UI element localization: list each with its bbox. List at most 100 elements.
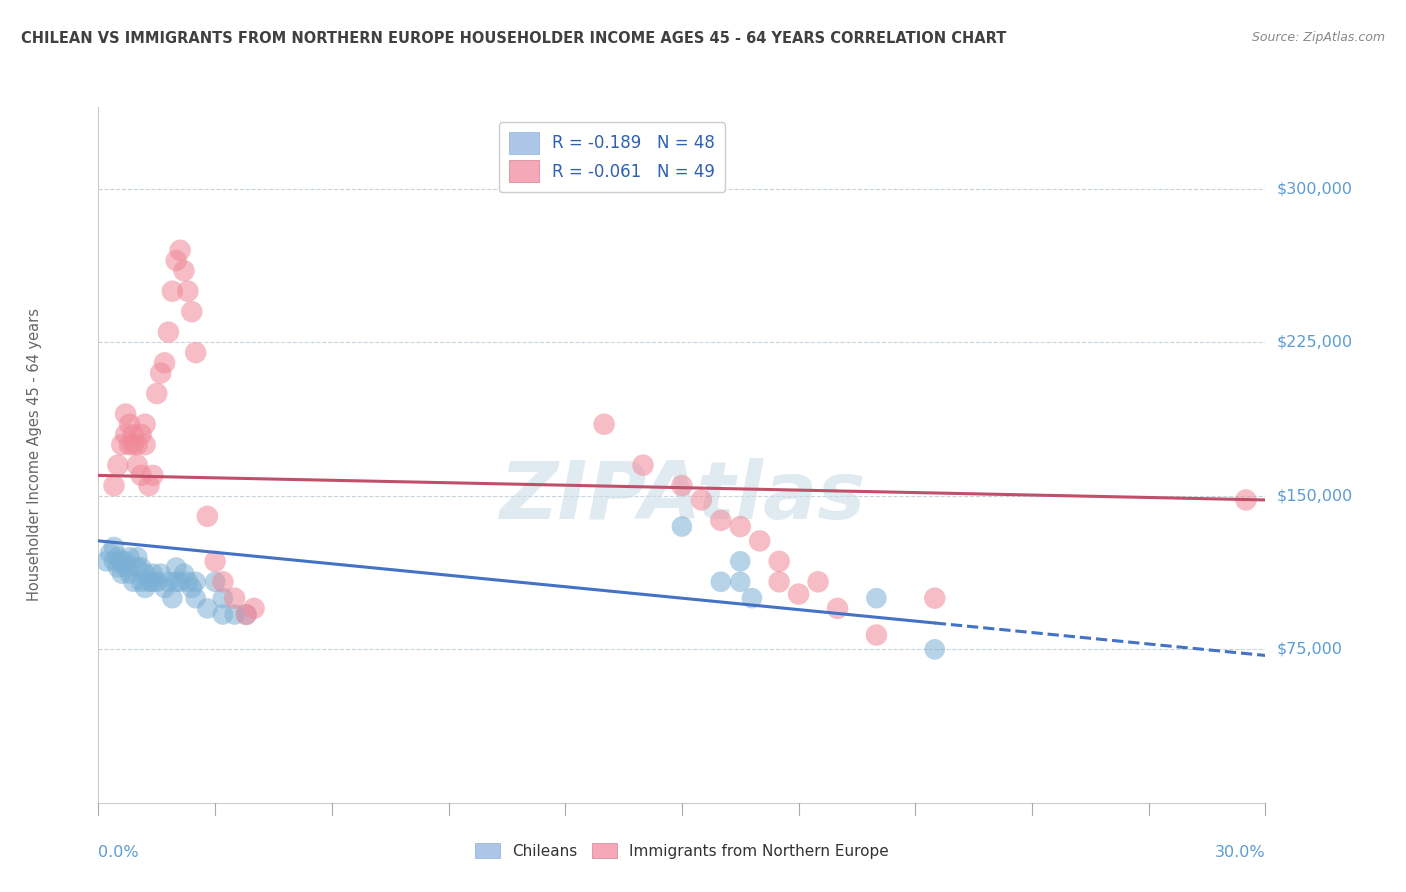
Text: CHILEAN VS IMMIGRANTS FROM NORTHERN EUROPE HOUSEHOLDER INCOME AGES 45 - 64 YEARS: CHILEAN VS IMMIGRANTS FROM NORTHERN EURO… xyxy=(21,31,1007,46)
Point xyxy=(730,519,752,533)
Point xyxy=(730,574,752,589)
Point xyxy=(146,574,169,589)
Legend: Chileans, Immigrants from Northern Europe: Chileans, Immigrants from Northern Europ… xyxy=(470,837,894,864)
Point xyxy=(807,574,830,589)
Point xyxy=(103,478,125,492)
Point xyxy=(165,560,187,574)
Point xyxy=(671,519,693,533)
Point xyxy=(865,628,887,642)
Point xyxy=(114,560,136,574)
Point xyxy=(224,607,246,622)
Point xyxy=(157,574,180,589)
Point xyxy=(142,468,165,483)
Point xyxy=(710,574,733,589)
Point xyxy=(180,304,202,318)
Text: $225,000: $225,000 xyxy=(1277,334,1353,350)
Point xyxy=(212,591,235,606)
Point xyxy=(671,478,693,492)
Point xyxy=(924,591,946,606)
Point xyxy=(153,356,176,370)
Point xyxy=(924,642,946,657)
Text: Householder Income Ages 45 - 64 years: Householder Income Ages 45 - 64 years xyxy=(27,309,42,601)
Point xyxy=(730,554,752,568)
Point xyxy=(165,253,187,268)
Point xyxy=(129,468,152,483)
Point xyxy=(122,574,145,589)
Point xyxy=(153,581,176,595)
Point xyxy=(107,550,129,565)
Text: 30.0%: 30.0% xyxy=(1215,845,1265,860)
Point xyxy=(224,591,246,606)
Point xyxy=(180,581,202,595)
Point xyxy=(177,284,200,298)
Text: $300,000: $300,000 xyxy=(1277,181,1353,196)
Point xyxy=(98,546,121,560)
Point xyxy=(114,554,136,568)
Point xyxy=(129,560,152,574)
Point xyxy=(107,458,129,472)
Text: $75,000: $75,000 xyxy=(1277,642,1343,657)
Point xyxy=(827,601,849,615)
Point xyxy=(118,438,141,452)
Point xyxy=(173,264,195,278)
Point xyxy=(138,478,160,492)
Point xyxy=(162,284,184,298)
Point xyxy=(127,438,149,452)
Point xyxy=(129,574,152,589)
Point xyxy=(177,574,200,589)
Point xyxy=(195,601,218,615)
Point xyxy=(134,581,156,595)
Point xyxy=(212,607,235,622)
Point xyxy=(118,550,141,565)
Point xyxy=(118,417,141,432)
Point xyxy=(768,574,790,589)
Point xyxy=(169,244,191,258)
Point xyxy=(768,554,790,568)
Point xyxy=(114,427,136,442)
Point xyxy=(787,587,810,601)
Point xyxy=(243,601,266,615)
Point xyxy=(169,574,191,589)
Point xyxy=(173,566,195,581)
Point xyxy=(96,554,118,568)
Point xyxy=(111,566,134,581)
Point xyxy=(741,591,763,606)
Point xyxy=(103,554,125,568)
Point xyxy=(149,366,172,380)
Point xyxy=(149,566,172,581)
Point xyxy=(162,591,184,606)
Point xyxy=(134,417,156,432)
Text: Source: ZipAtlas.com: Source: ZipAtlas.com xyxy=(1251,31,1385,45)
Point xyxy=(114,407,136,421)
Point xyxy=(142,566,165,581)
Point xyxy=(195,509,218,524)
Point xyxy=(127,560,149,574)
Point xyxy=(103,540,125,554)
Point xyxy=(146,386,169,401)
Point xyxy=(129,427,152,442)
Point xyxy=(118,566,141,581)
Text: 0.0%: 0.0% xyxy=(98,845,139,860)
Text: ZIPAtlas: ZIPAtlas xyxy=(499,458,865,536)
Point xyxy=(184,574,207,589)
Point xyxy=(204,554,226,568)
Point xyxy=(138,574,160,589)
Point xyxy=(122,438,145,452)
Point xyxy=(122,427,145,442)
Point xyxy=(690,492,713,507)
Point xyxy=(127,458,149,472)
Point xyxy=(1234,492,1257,507)
Point xyxy=(107,560,129,574)
Point xyxy=(142,574,165,589)
Point xyxy=(235,607,257,622)
Point xyxy=(134,566,156,581)
Point xyxy=(134,438,156,452)
Text: $150,000: $150,000 xyxy=(1277,488,1354,503)
Point xyxy=(127,550,149,565)
Point xyxy=(204,574,226,589)
Point xyxy=(235,607,257,622)
Point xyxy=(157,325,180,339)
Point xyxy=(748,533,770,548)
Point xyxy=(631,458,654,472)
Point xyxy=(710,513,733,527)
